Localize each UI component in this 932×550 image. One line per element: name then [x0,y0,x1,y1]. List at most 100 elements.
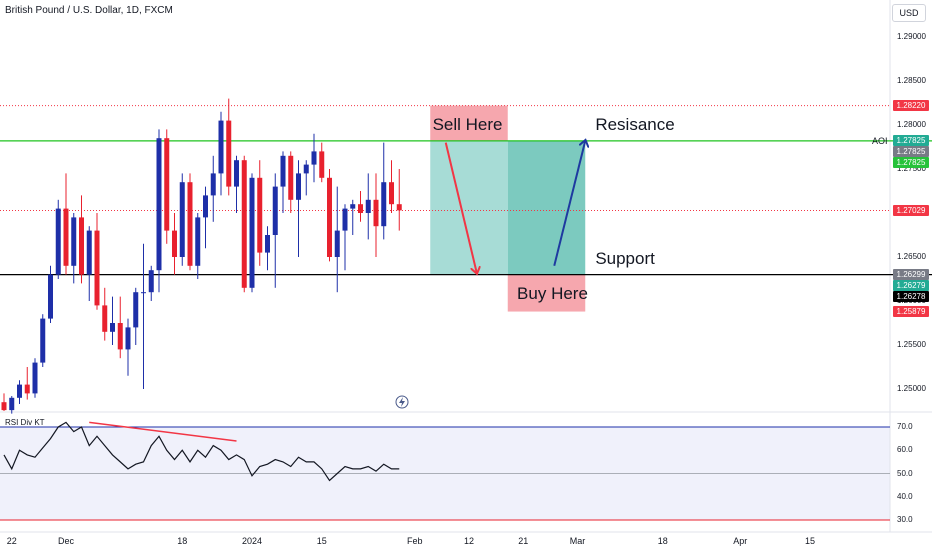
candle-body [265,235,270,253]
trade-zone-0[interactable] [430,105,508,141]
trade-zone-2[interactable] [507,140,586,275]
candle[interactable] [280,151,286,213]
candle[interactable] [249,173,255,293]
candle[interactable] [1,393,7,411]
candle[interactable] [179,173,185,266]
candle[interactable] [334,186,340,293]
candle[interactable] [272,173,278,288]
trade-zone-1[interactable] [430,140,508,275]
candle-body [141,292,146,294]
candle[interactable] [55,199,61,279]
candle-body [9,397,15,411]
candle[interactable] [303,160,309,196]
candle[interactable] [86,226,92,301]
rsi-indicator-label: RSI Div KT [5,418,45,427]
price-tag[interactable]: 1.27029 [893,204,929,216]
candle[interactable] [288,151,294,213]
candle[interactable] [164,129,170,244]
candle[interactable] [396,169,402,231]
buy-here-label[interactable]: Buy Here [517,283,588,303]
candle[interactable] [79,195,84,284]
candle[interactable] [257,160,263,266]
candle[interactable] [9,396,15,414]
candle[interactable] [63,173,69,275]
rsi-tick-label: 40.0 [897,491,913,501]
price-tick-label: 1.29000 [897,32,926,41]
rsi-line [3,421,400,482]
candle[interactable] [327,169,332,262]
price-tag[interactable]: 1.26279 [893,280,929,292]
candle-body [389,182,394,205]
candle-body [195,217,201,266]
currency-button[interactable]: USD [892,4,926,22]
candle[interactable] [218,111,224,196]
candle-body [280,155,286,187]
candle-body [24,384,30,394]
candle[interactable] [381,142,387,240]
candle[interactable] [71,213,77,284]
candle[interactable] [226,98,232,196]
trade-zone-3[interactable] [507,274,586,312]
candle[interactable] [172,213,177,275]
candle-body [327,177,332,257]
candle[interactable] [125,318,131,376]
sell-arrow[interactable] [444,142,477,273]
candle[interactable] [32,358,38,398]
candle[interactable] [102,287,108,341]
candle[interactable] [141,243,146,389]
candle[interactable] [133,287,139,345]
price-tag[interactable]: 1.25879 [893,306,929,318]
price-tag[interactable]: 1.27825 [893,156,929,168]
price-tag[interactable]: 1.27825 [893,134,929,146]
candle[interactable] [148,265,154,301]
candle-body [71,217,77,266]
candle[interactable] [94,213,100,310]
candle-body [102,305,108,332]
candle[interactable] [241,155,247,293]
candle[interactable] [17,380,22,404]
candle[interactable] [24,367,30,400]
candle[interactable] [342,204,348,271]
candle[interactable] [365,173,371,240]
candle[interactable] [350,199,356,235]
candle[interactable] [203,186,208,249]
candle[interactable] [48,265,53,323]
candle-body [125,327,131,350]
rsi-tick-label: 70.0 [897,422,913,431]
candle-body [311,151,317,165]
candle[interactable] [195,213,201,279]
rsi-divergence-line[interactable] [89,421,237,442]
candle[interactable] [296,160,301,257]
candle[interactable] [234,155,239,213]
candle[interactable] [210,155,216,222]
sell-here-label[interactable]: Sell Here [432,114,503,134]
candle[interactable] [358,191,363,222]
price-tick-label: 1.28000 [897,120,926,129]
candle-body [32,362,38,394]
price-tag[interactable]: 1.26299 [893,269,929,281]
resistance-label[interactable]: Resisance [595,114,675,134]
aoi-label: AOI [872,136,888,146]
candle-body [1,402,7,411]
candle[interactable] [373,173,379,257]
buy-arrow[interactable] [553,141,585,267]
candle-body [48,274,53,319]
price-tag[interactable]: 1.28220 [893,100,929,112]
price-tag[interactable]: 1.26278 [893,291,929,303]
candle[interactable] [40,314,46,367]
candle[interactable] [156,129,162,293]
candle-body [148,270,154,293]
candle[interactable] [311,133,317,183]
candle[interactable] [389,160,394,213]
price-tag[interactable]: 1.27825 [893,145,929,157]
candle[interactable] [110,296,115,345]
candle[interactable] [319,142,325,183]
support-label[interactable]: Support [595,249,655,269]
candle[interactable] [187,173,193,271]
replay-lightning-icon[interactable] [395,395,409,409]
candle[interactable] [117,296,123,359]
candle[interactable] [265,226,270,271]
time-tick-label: 2024 [241,536,263,546]
